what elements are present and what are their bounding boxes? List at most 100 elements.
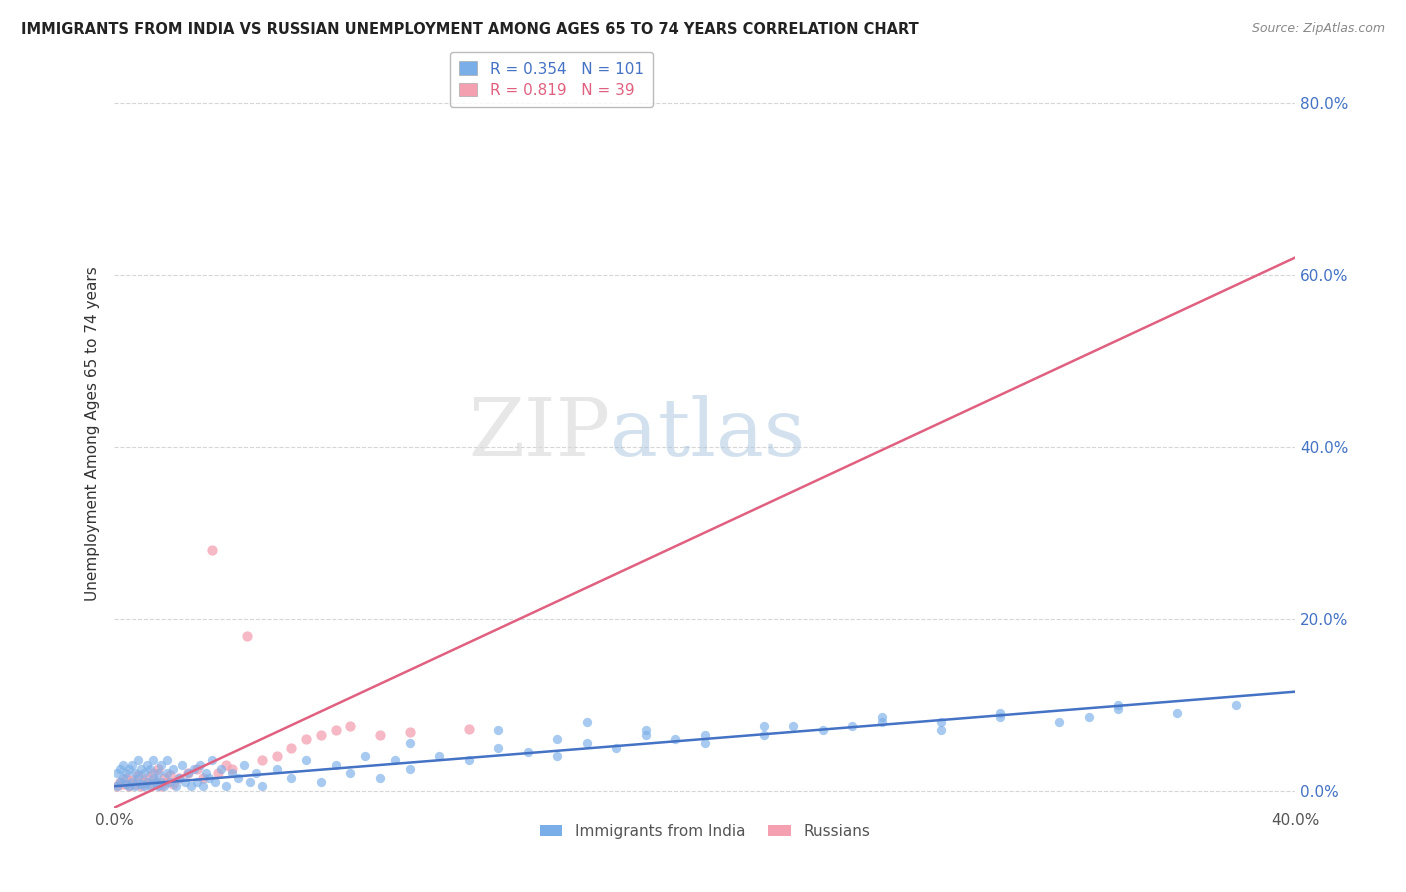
Point [221,762,243,776]
Point [165,779,187,793]
Point [108,762,131,776]
Point [384,754,406,768]
Point [129,779,152,793]
Point [486,740,509,755]
Point [132,779,155,793]
Point [1047,714,1070,729]
Point [929,723,952,738]
Point [841,719,863,733]
Point [108,775,131,789]
Point [201,754,224,768]
Point [368,728,391,742]
Point [811,723,834,738]
Point [138,777,160,791]
Point [236,629,259,643]
Point [145,775,167,789]
Point [159,775,181,789]
Point [150,775,173,789]
Point [177,766,200,780]
Point [129,777,152,791]
Text: Source: ZipAtlas.com: Source: ZipAtlas.com [1251,22,1385,36]
Point [186,775,208,789]
Point [634,723,657,738]
Point [118,779,141,793]
Point [177,766,200,780]
Point [245,766,267,780]
Point [132,766,155,780]
Point [693,736,716,750]
Point [124,766,146,780]
Point [250,754,273,768]
Point [207,766,229,780]
Point [121,773,143,788]
Point [148,762,170,776]
Point [105,779,128,793]
Point [516,745,538,759]
Point [325,757,347,772]
Point [191,771,214,785]
Point [486,723,509,738]
Point [1077,710,1099,724]
Point [280,771,302,785]
Point [112,771,135,785]
Point [188,757,211,772]
Point [183,762,205,776]
Point [309,728,332,742]
Point [138,762,160,776]
Point [105,779,128,793]
Point [693,728,716,742]
Point [870,710,893,724]
Point [1225,698,1247,712]
Point [121,757,143,772]
Point [115,771,138,785]
Point [172,757,194,772]
Point [127,768,149,782]
Point [752,728,775,742]
Point [325,723,347,738]
Point [457,754,479,768]
Point [354,749,377,764]
Point [105,766,128,780]
Text: atlas: atlas [610,394,806,473]
Point [135,757,157,772]
Point [162,777,184,791]
Point [194,766,217,780]
Point [398,762,420,776]
Point [124,777,146,791]
Point [112,777,135,791]
Point [115,766,138,780]
Point [546,731,568,746]
Text: IMMIGRANTS FROM INDIA VS RUSSIAN UNEMPLOYMENT AMONG AGES 65 TO 74 YEARS CORRELAT: IMMIGRANTS FROM INDIA VS RUSSIAN UNEMPLO… [21,22,920,37]
Point [201,542,224,557]
Point [782,719,804,733]
Point [138,779,160,793]
Point [295,754,318,768]
Point [129,762,152,776]
Point [575,736,598,750]
Legend: Immigrants from India, Russians: Immigrants from India, Russians [533,818,876,845]
Point [167,771,190,785]
Point [150,757,173,772]
Point [209,762,232,776]
Point [988,706,1011,721]
Point [605,740,627,755]
Point [870,714,893,729]
Point [153,779,176,793]
Point [148,779,170,793]
Point [634,728,657,742]
Point [174,775,197,789]
Point [132,775,155,789]
Point [159,768,181,782]
Point [180,779,202,793]
Point [575,714,598,729]
Point [221,766,243,780]
Point [226,771,249,785]
Point [167,771,190,785]
Point [121,775,143,789]
Point [204,775,226,789]
Point [112,757,135,772]
Point [239,775,262,789]
Point [153,771,176,785]
Point [929,714,952,729]
Point [266,762,288,776]
